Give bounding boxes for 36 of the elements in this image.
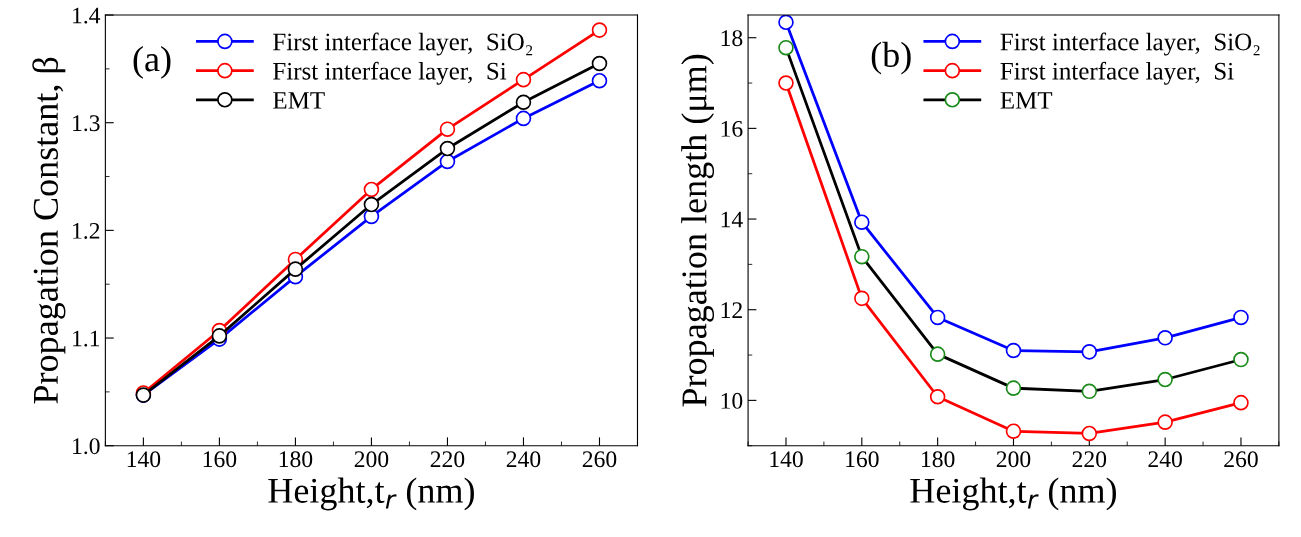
x-tick-label: 260	[582, 451, 617, 468]
y-tick-label: 10	[721, 392, 743, 409]
x-tick-label: 160	[203, 451, 237, 468]
legend-label: First interface layer, SiO₂	[1000, 32, 1260, 56]
y-tick-label: 1.2	[73, 222, 100, 239]
y-tick-label: 12	[721, 302, 742, 318]
x-tick-label: 260	[1224, 451, 1258, 468]
x-tick-label: 240	[506, 451, 541, 468]
y-tick-label: 14	[721, 211, 743, 228]
y-tick-label: 1.4	[73, 7, 101, 24]
y-tick-label: 16	[721, 120, 743, 137]
x-tick-label: 240	[1148, 451, 1182, 468]
y-tick-label: 1.3	[73, 115, 100, 132]
legend-label: EMT	[273, 92, 325, 109]
x-tick-label: 220	[430, 451, 465, 468]
y-axis-title: Propagation length (μm)	[681, 54, 715, 407]
x-tick-label: 180	[279, 451, 313, 468]
x-tick-label: 160	[846, 451, 879, 468]
x-tick-label: 220	[1072, 451, 1107, 468]
legend-label: EMT	[1000, 92, 1053, 109]
x-tick-label: 200	[996, 451, 1031, 468]
x-tick-label: 180	[922, 451, 955, 468]
x-axis-title: Height,t$_{r}$ (nm)	[268, 477, 474, 511]
y-tick-label: 18	[721, 30, 743, 47]
x-tick-label: 140	[127, 451, 161, 468]
y-axis-title: Propagation Constant, β	[32, 57, 66, 404]
legend-label: First interface layer, Si	[1000, 61, 1234, 85]
legend-label: First interface layer, Si	[273, 61, 507, 85]
annotation: (a)	[133, 45, 171, 79]
y-tick-label: 1.1	[73, 330, 100, 347]
annotation: (b)	[871, 41, 911, 75]
x-tick-label: 140	[770, 451, 803, 468]
legend-label: First interface layer, SiO₂	[273, 32, 533, 56]
y-tick-label: 1.0	[73, 438, 100, 455]
x-axis-title: Height,t$_{r}$ (nm)	[910, 477, 1116, 511]
x-tick-label: 200	[354, 451, 389, 468]
